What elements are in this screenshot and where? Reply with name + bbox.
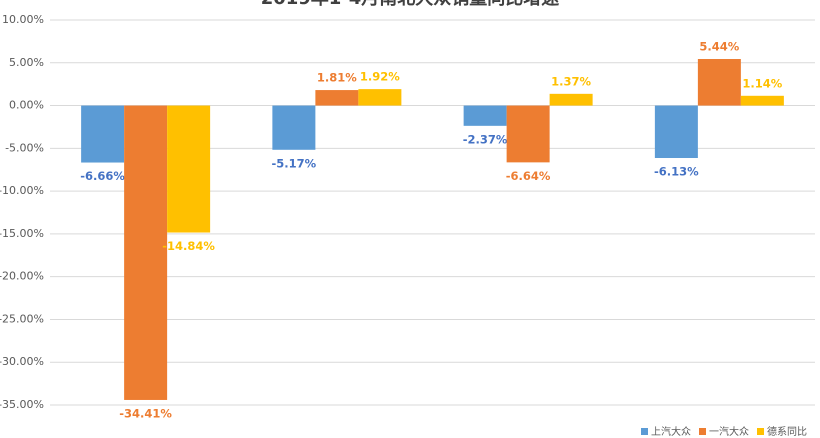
data-label: -34.41% [119,406,172,420]
bar [81,105,125,163]
bar [272,105,316,150]
y-tick-label: -30.00% [0,355,44,368]
y-tick-label: -10.00% [0,184,44,197]
legend-label: 上汽大众 [651,425,691,438]
data-label: -6.66% [80,169,125,183]
bar [654,105,698,159]
y-tick-label: -5.00% [5,141,44,154]
data-label: 1.14% [742,76,782,90]
y-tick-label: -15.00% [0,227,44,240]
data-label: 1.37% [551,74,591,88]
legend-swatch [641,428,648,435]
data-label: -2.37% [463,132,508,146]
bar [506,105,550,163]
data-label: 5.44% [699,40,739,54]
legend-swatch [699,428,706,435]
bar [463,105,507,126]
data-label: 1.81% [317,71,357,85]
data-label: -6.13% [654,165,699,179]
data-label: -5.17% [272,156,317,170]
y-tick-label: -25.00% [0,312,44,325]
y-tick-label: -35.00% [0,398,44,411]
y-tick-label: 10.00% [2,13,44,26]
y-tick-label: 0.00% [9,99,44,112]
data-label: 1.92% [360,70,400,84]
data-label: -6.64% [506,169,551,183]
bar [358,89,402,106]
bar [740,95,784,106]
bar [315,90,359,106]
chart-title: 2019年1-4月南北大众销量同比增速 [261,0,560,9]
bar [697,59,741,106]
legend-swatch [757,428,764,435]
legend-label: 一汽大众 [709,425,749,438]
bar [549,93,593,106]
bar [167,105,211,233]
y-tick-label: 5.00% [9,56,44,69]
data-label: -14.84% [162,239,215,253]
y-tick-label: -20.00% [0,270,44,283]
bar [124,105,168,400]
legend-label: 德系同比 [767,425,807,438]
